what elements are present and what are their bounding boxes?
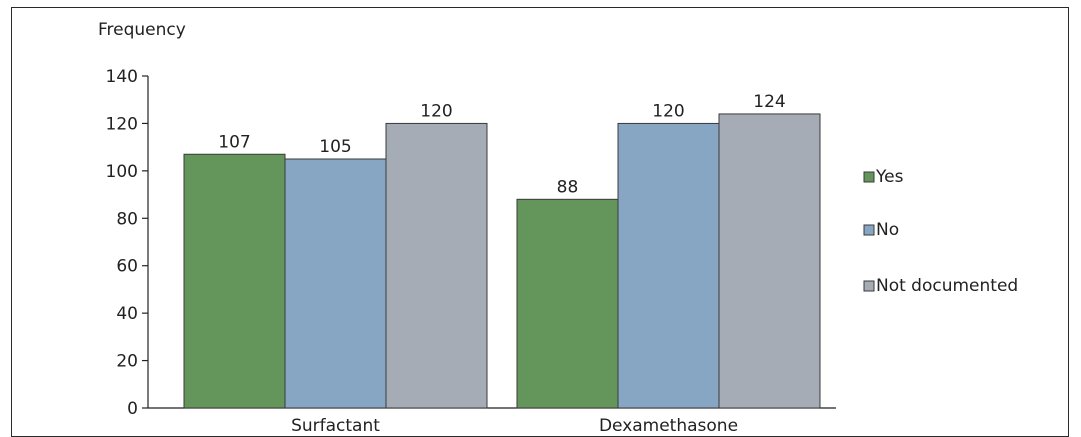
legend-swatch [863, 224, 875, 236]
data-label: 120 [420, 101, 452, 121]
y-tick-label: 120 [106, 114, 138, 134]
data-label: 124 [753, 92, 785, 112]
legend-swatch [863, 280, 875, 292]
bar-no-dexamethasone [617, 122, 720, 409]
x-tick-label: Surfactant [291, 416, 380, 434]
bars [183, 113, 821, 409]
y-tick-label: 20 [116, 352, 138, 372]
legend: Yes No Not documented [863, 167, 1018, 296]
data-label: 88 [557, 177, 579, 197]
data-label: 107 [218, 132, 250, 152]
data-label: 105 [319, 137, 351, 157]
y-axis: 0 20 40 60 80 100 120 140 [106, 67, 149, 419]
y-tick-label: 0 [127, 399, 138, 419]
legend-label: Yes [875, 167, 904, 187]
y-tick-label: 40 [116, 304, 138, 324]
y-tick-label: 100 [106, 162, 138, 182]
data-label: 120 [652, 101, 684, 121]
y-axis-label: Frequency [98, 20, 186, 40]
legend-swatch [863, 171, 875, 183]
y-tick-label: 80 [116, 209, 138, 229]
legend-label: No [876, 220, 899, 240]
bar-not-documented-dexamethasone [718, 113, 821, 409]
bar-no-surfactant [284, 158, 387, 409]
data-labels: 107 105 120 88 120 124 [218, 92, 785, 197]
bar-yes-dexamethasone [516, 198, 619, 409]
y-tick-label: 140 [106, 67, 138, 87]
y-tick-label: 60 [116, 257, 138, 277]
bar-not-documented-surfactant [385, 122, 488, 409]
legend-label: Not documented [876, 276, 1018, 296]
x-tick-label: Dexamethasone [599, 416, 738, 434]
bar-yes-surfactant [183, 153, 286, 409]
x-axis: Surfactant Dexamethasone [148, 407, 836, 434]
